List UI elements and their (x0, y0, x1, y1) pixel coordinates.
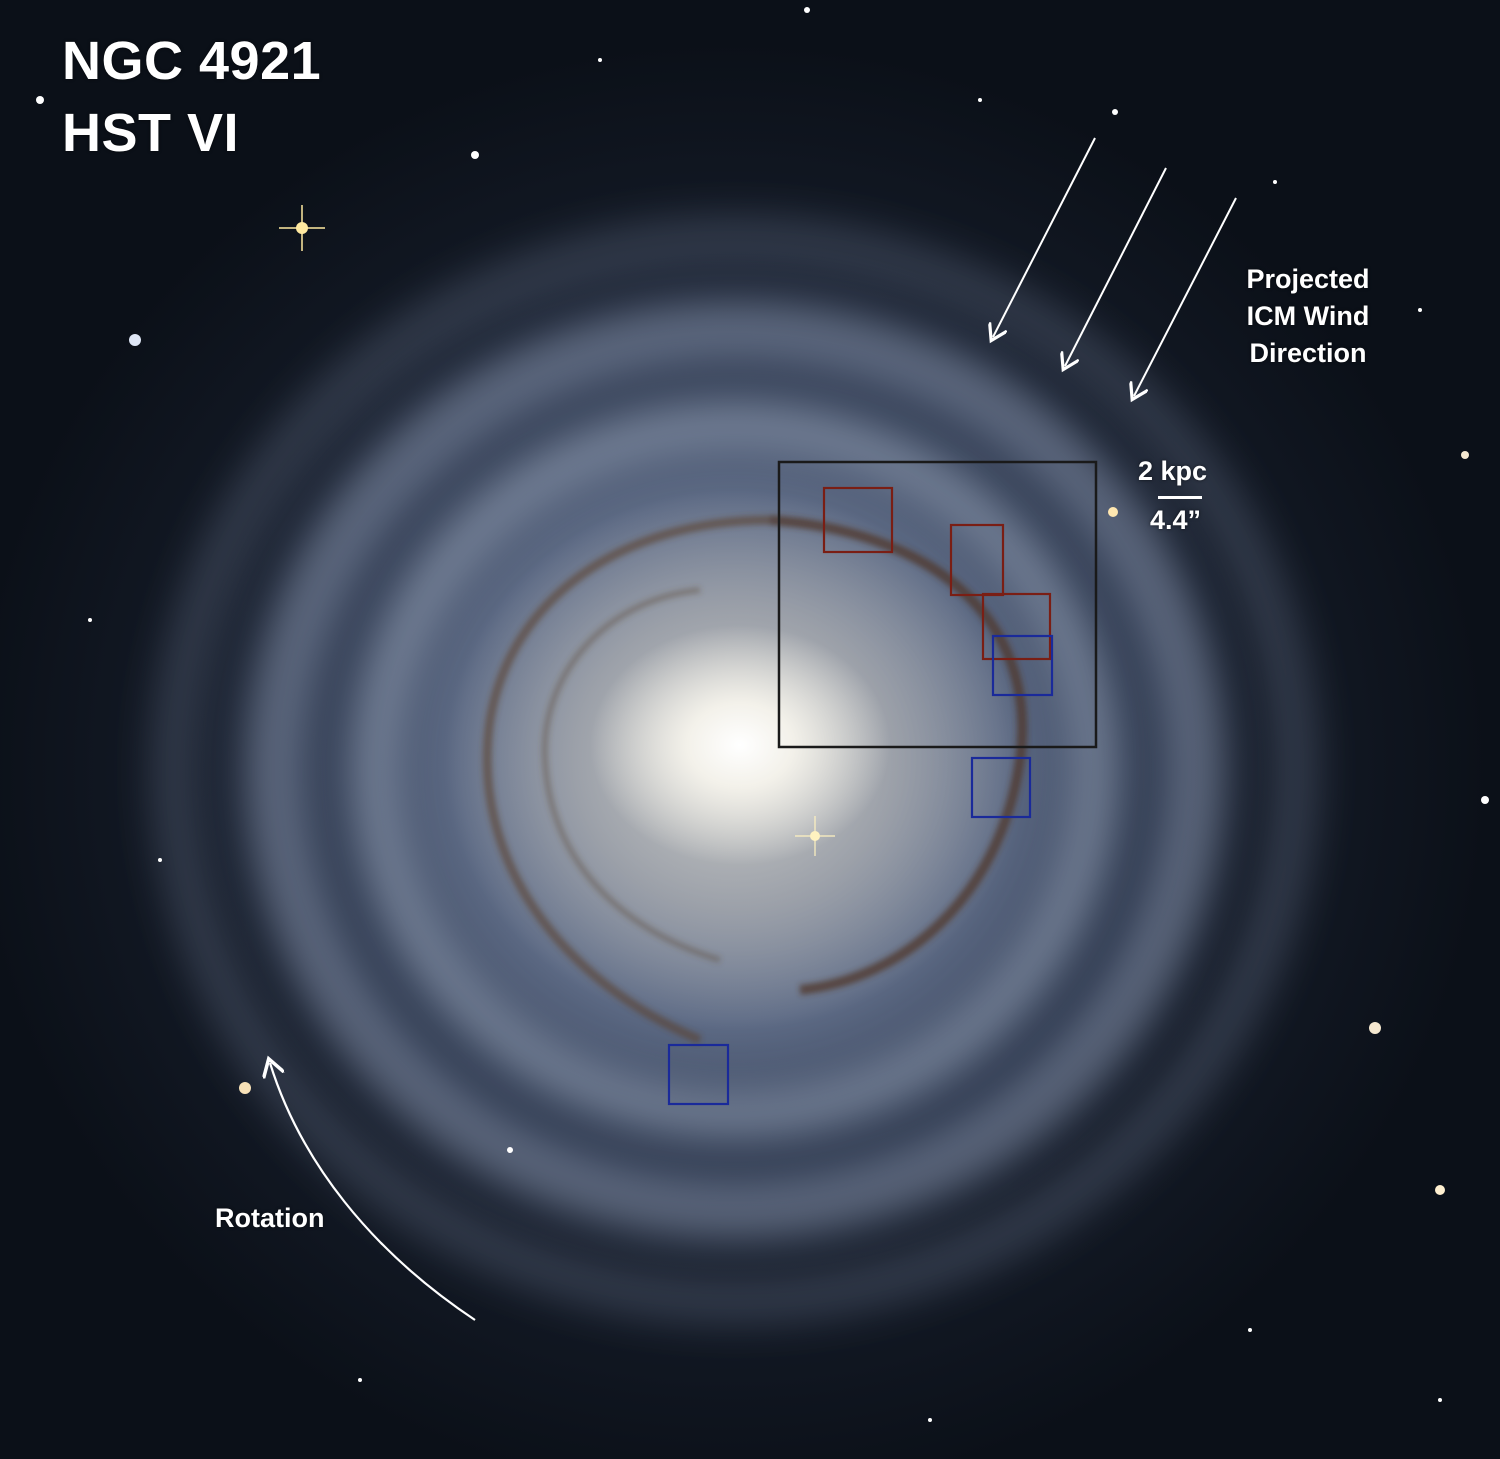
wind-arrow (1065, 167, 1167, 366)
red-region-box (981, 592, 1052, 661)
wind-label-line1: Projected (1246, 264, 1370, 294)
scale-angle-label: 4.4” (1150, 505, 1202, 535)
red-region-box (822, 486, 894, 554)
wind-label-line3: Direction (1249, 338, 1367, 368)
wind-arrows (993, 137, 1237, 396)
scale-bar (1158, 496, 1202, 499)
scale-distance-label: 2 kpc (1138, 456, 1208, 486)
rotation-arrow (270, 1063, 476, 1321)
red-region-box (949, 523, 1005, 597)
title-instrument: HST VI (62, 103, 240, 163)
wind-arrow (1134, 197, 1237, 396)
wind-arrow (993, 137, 1096, 337)
blue-region-box (667, 1043, 730, 1106)
stars (36, 7, 1489, 1422)
wind-label-line2: ICM Wind (1246, 301, 1370, 331)
dust-lanes (482, 515, 1028, 1045)
main-region-box (777, 460, 1098, 749)
blue-region-box (970, 756, 1032, 819)
spiral-rings (150, 215, 1320, 1325)
rotation-label: Rotation (215, 1203, 325, 1233)
title-galaxy-name: NGC 4921 (62, 31, 322, 91)
blue-region-box (991, 634, 1054, 697)
